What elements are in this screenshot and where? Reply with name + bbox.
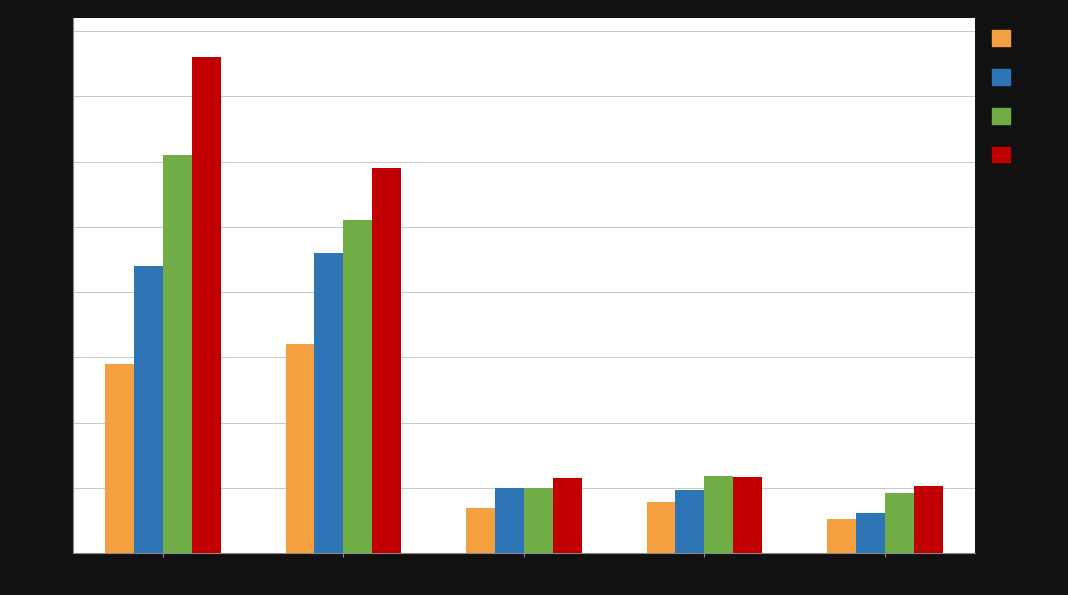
Bar — [105, 364, 134, 553]
Bar — [373, 168, 402, 553]
Bar — [134, 266, 162, 553]
Bar — [344, 220, 373, 553]
Bar — [553, 478, 582, 553]
Bar — [192, 57, 221, 553]
Legend: , , , : , , , — [987, 26, 1027, 167]
Bar — [914, 486, 943, 553]
Bar — [885, 493, 914, 553]
Bar — [646, 502, 675, 553]
Bar — [162, 155, 192, 553]
Bar — [827, 519, 855, 553]
Bar — [285, 345, 314, 553]
Bar — [466, 508, 494, 553]
Bar — [855, 513, 885, 553]
Bar — [524, 488, 553, 553]
Bar — [705, 476, 734, 553]
Bar — [314, 253, 344, 553]
Bar — [494, 488, 524, 553]
Bar — [675, 490, 705, 553]
Bar — [734, 477, 763, 553]
